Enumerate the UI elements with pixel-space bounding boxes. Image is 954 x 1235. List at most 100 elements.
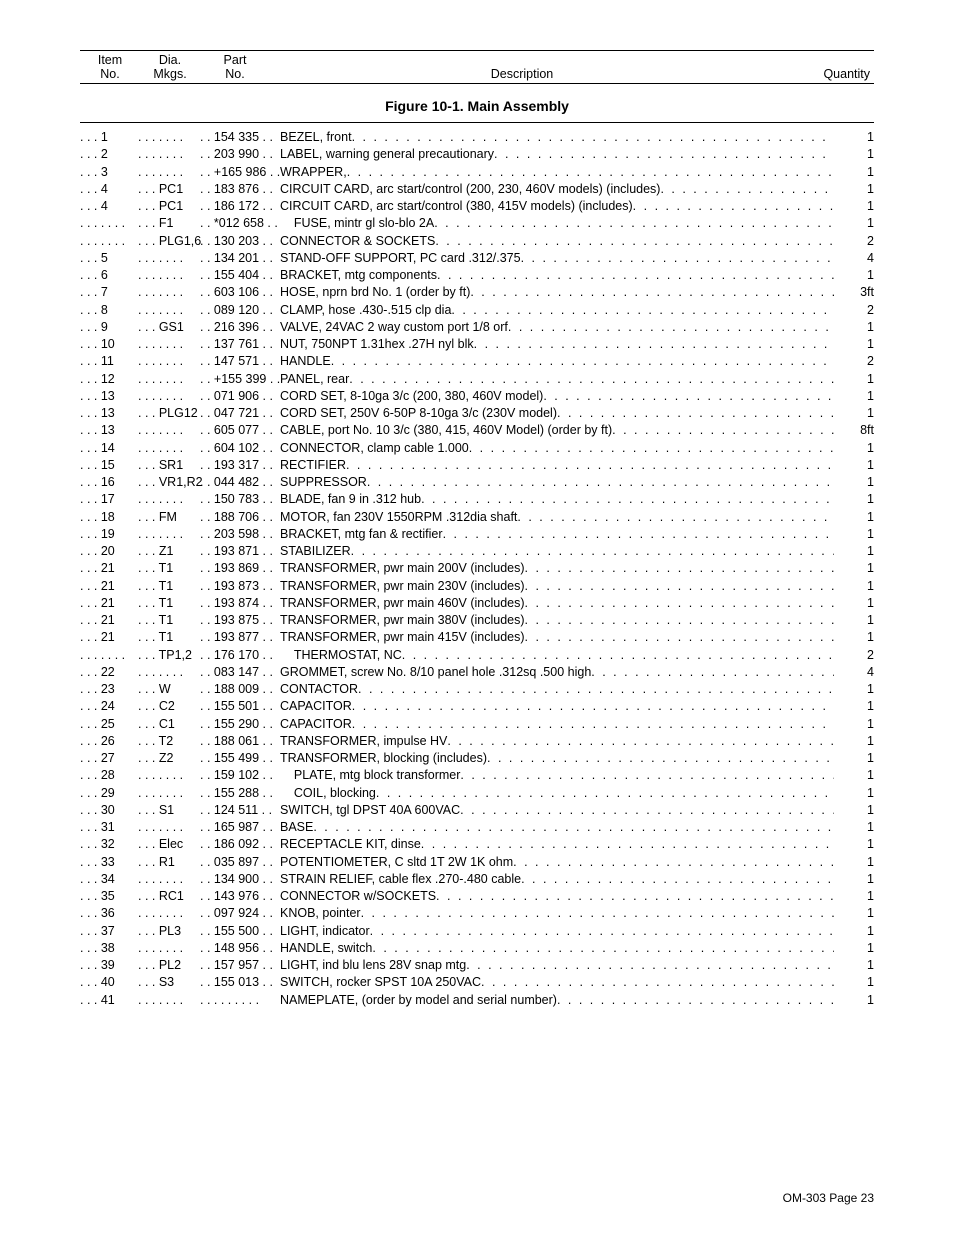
leader-dots: . . . . . . . . . . . . . . . . . . . . … — [543, 388, 834, 405]
table-row: . . . 8 . . . . . . . . . 089 120 . . CL… — [80, 302, 874, 319]
cell-part: . . 216 396 . . — [200, 319, 280, 336]
cell-part: . . 143 976 . . — [200, 888, 280, 905]
table-row: . . . 4 . . . PC1 . . 183 876 . . CIRCUI… — [80, 181, 874, 198]
leader-dots: . . . . . . . . . . . . . . . . . . . . … — [513, 854, 834, 871]
cell-desc: CIRCUIT CARD, arc start/control (200, 23… — [280, 181, 834, 198]
leader-dots: . . . . . . . . . . . . . . . . . . . . … — [347, 164, 834, 181]
cell-part: . . 159 102 . . — [200, 767, 280, 784]
desc-text: STRAIN RELIEF, cable flex .270-.480 cabl… — [280, 871, 521, 888]
cell-part: . . 155 290 . . — [200, 716, 280, 733]
header-desc-2: Description — [270, 67, 774, 81]
cell-qty: 1 — [834, 215, 874, 232]
cell-dia: . . . C1 — [138, 716, 200, 733]
cell-desc: STAND-OFF SUPPORT, PC card .312/.375 . .… — [280, 250, 834, 267]
desc-text: STAND-OFF SUPPORT, PC card .312/.375 — [280, 250, 521, 267]
desc-text: CLAMP, hose .430-.515 clp dia — [280, 302, 451, 319]
cell-part: . . 155 501 . . — [200, 698, 280, 715]
leader-dots: . . . . . . . . . . . . . . . . . . . . … — [313, 819, 834, 836]
cell-desc: PANEL, rear . . . . . . . . . . . . . . … — [280, 371, 834, 388]
cell-qty: 1 — [834, 854, 874, 871]
cell-item: . . . 19 — [80, 526, 138, 543]
cell-item: . . . 7 — [80, 284, 138, 301]
cell-qty: 1 — [834, 595, 874, 612]
cell-dia: . . . PC1 — [138, 181, 200, 198]
cell-qty: 1 — [834, 371, 874, 388]
leader-dots: . . . . . . . . . . . . . . . . . . . . … — [346, 457, 834, 474]
cell-qty: 1 — [834, 474, 874, 491]
cell-desc: CLAMP, hose .430-.515 clp dia . . . . . … — [280, 302, 834, 319]
table-row: . . . 13 . . . . . . . . . 605 077 . . C… — [80, 422, 874, 439]
table-row: . . . 21 . . . T1 . . 193 874 . . TRANSF… — [80, 595, 874, 612]
cell-dia: . . . Elec — [138, 836, 200, 853]
leader-dots: . . . . . . . . . . . . . . . . . . . . … — [525, 578, 834, 595]
cell-qty: 1 — [834, 198, 874, 215]
cell-part: . . 134 201 . . — [200, 250, 280, 267]
leader-dots: . . . . . . . . . . . . . . . . . . . . … — [591, 664, 834, 681]
cell-part: . . . . . . . . . — [200, 992, 280, 1009]
cell-item: . . . 33 — [80, 854, 138, 871]
leader-dots: . . . . . . . . . . . . . . . . . . . . … — [521, 250, 834, 267]
cell-item: . . . 13 — [80, 405, 138, 422]
leader-dots: . . . . . . . . . . . . . . . . . . . . … — [402, 647, 834, 664]
cell-qty: 1 — [834, 802, 874, 819]
cell-item: . . . 21 — [80, 595, 138, 612]
desc-text: CABLE, port No. 10 3/c (380, 415, 460V M… — [280, 422, 612, 439]
cell-qty: 1 — [834, 681, 874, 698]
cell-qty: 1 — [834, 336, 874, 353]
cell-desc: TRANSFORMER, pwr main 200V (includes) . … — [280, 560, 834, 577]
cell-item: . . . 12 — [80, 371, 138, 388]
cell-item: . . . 37 — [80, 923, 138, 940]
leader-dots: . . . . . . . . . . . . . . . . . . . . … — [525, 595, 834, 612]
cell-desc: TRANSFORMER, pwr main 380V (includes) . … — [280, 612, 834, 629]
cell-item: . . . 21 — [80, 560, 138, 577]
cell-dia: . . . SR1 — [138, 457, 200, 474]
desc-text: HANDLE, switch — [280, 940, 372, 957]
cell-item: . . . 30 — [80, 802, 138, 819]
cell-qty: 4 — [834, 664, 874, 681]
leader-dots: . . . . . . . . . . . . . . . . . . . . … — [494, 146, 834, 163]
cell-dia: . . . R1 — [138, 854, 200, 871]
cell-desc: FUSE, mintr gl slo-blo 2A . . . . . . . … — [280, 215, 834, 232]
cell-desc: CONNECTOR w/SOCKETS . . . . . . . . . . … — [280, 888, 834, 905]
cell-item: . . . 32 — [80, 836, 138, 853]
desc-text: CAPACITOR — [280, 698, 352, 715]
desc-text: NAMEPLATE, (order by model and serial nu… — [280, 992, 557, 1009]
cell-item: . . . 23 — [80, 681, 138, 698]
desc-text: CORD SET, 250V 6-50P 8-10ga 3/c (230V mo… — [280, 405, 557, 422]
cell-qty: 1 — [834, 888, 874, 905]
cell-dia: . . . Z2 — [138, 750, 200, 767]
cell-desc: PLATE, mtg block transformer . . . . . .… — [280, 767, 834, 784]
desc-text: KNOB, pointer — [280, 905, 361, 922]
desc-text: RECEPTACLE KIT, dinse — [280, 836, 421, 853]
cell-desc: CONNECTOR, clamp cable 1.000 . . . . . .… — [280, 440, 834, 457]
cell-desc: SUPPRESSOR . . . . . . . . . . . . . . .… — [280, 474, 834, 491]
desc-text: TRANSFORMER, pwr main 200V (includes) — [280, 560, 525, 577]
cell-item: . . . 31 — [80, 819, 138, 836]
cell-item: . . . 5 — [80, 250, 138, 267]
table-row: . . . 13 . . . PLG12 . . 047 721 . . COR… — [80, 405, 874, 422]
cell-item: . . . 36 — [80, 905, 138, 922]
cell-item: . . . 11 — [80, 353, 138, 370]
cell-part: . . 155 500 . . — [200, 923, 280, 940]
cell-qty: 1 — [834, 405, 874, 422]
leader-dots: . . . . . . . . . . . . . . . . . . . . … — [352, 698, 834, 715]
cell-item: . . . 13 — [80, 388, 138, 405]
desc-text: WRAPPER, — [280, 164, 347, 181]
leader-dots: . . . . . . . . . . . . . . . . . . . . … — [436, 888, 834, 905]
leader-dots: . . . . . . . . . . . . . . . . . . . . … — [481, 974, 834, 991]
cell-dia: . . . . . . . — [138, 526, 200, 543]
cell-dia: . . . . . . . — [138, 491, 200, 508]
cell-part: . . 047 721 . . — [200, 405, 280, 422]
table-row: . . . 34 . . . . . . . . . 134 900 . . S… — [80, 871, 874, 888]
desc-text: FUSE, mintr gl slo-blo 2A — [280, 215, 434, 232]
table-row: . . . 1 . . . . . . . . . 154 335 . . BE… — [80, 129, 874, 146]
cell-part: . . 044 482 . . — [200, 474, 280, 491]
cell-item: . . . 21 — [80, 629, 138, 646]
table-row: . . . 41 . . . . . . . . . . . . . . . .… — [80, 992, 874, 1009]
cell-qty: 2 — [834, 353, 874, 370]
cell-item: . . . 40 — [80, 974, 138, 991]
desc-text: CONNECTOR, clamp cable 1.000 — [280, 440, 469, 457]
header-qty — [774, 53, 874, 67]
table-row: . . . 16 . . . VR1,R2 . . 044 482 . . SU… — [80, 474, 874, 491]
table-row: . . . 11 . . . . . . . . . 147 571 . . H… — [80, 353, 874, 370]
